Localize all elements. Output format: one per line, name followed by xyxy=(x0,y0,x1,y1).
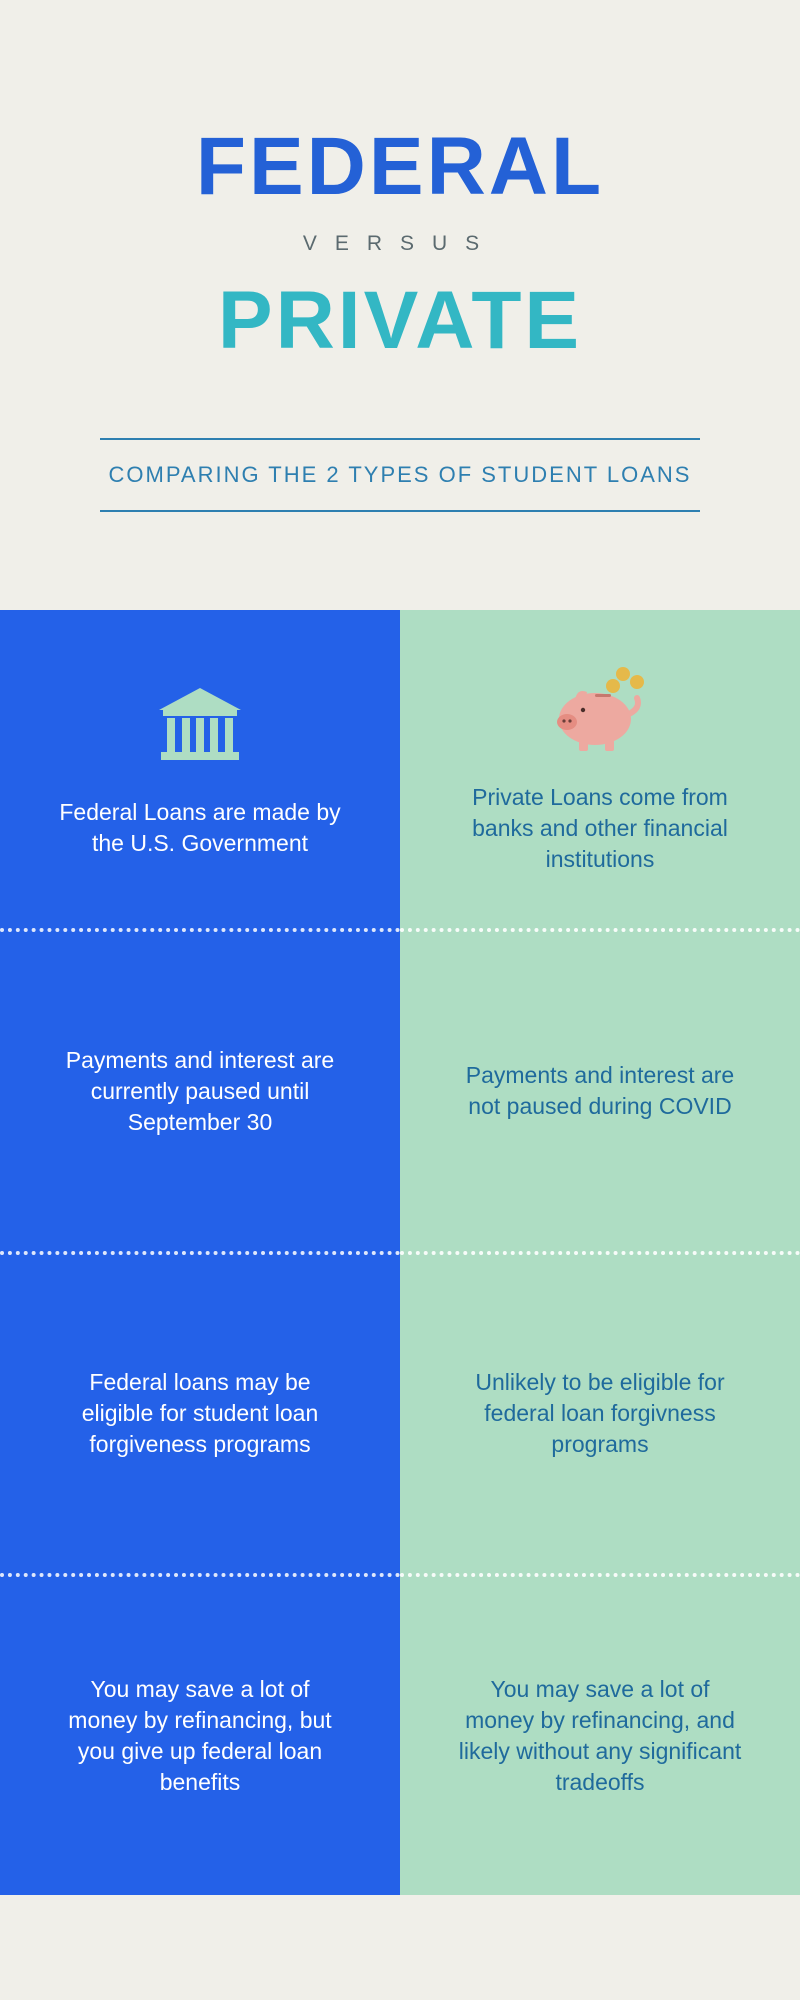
header: FEDERAL VERSUS PRIVATE COMPARING THE 2 T… xyxy=(0,0,800,562)
private-cell-1: Private Loans come from banks and other … xyxy=(400,610,800,932)
private-text-3: Unlikely to be eligible for federal loan… xyxy=(455,1367,745,1460)
comparison-grid: Federal Loans are made by the U.S. Gover… xyxy=(0,610,800,1895)
title-private: PRIVATE xyxy=(60,274,740,368)
subtitle: COMPARING THE 2 TYPES OF STUDENT LOANS xyxy=(100,440,700,510)
federal-cell-2: Payments and interest are currently paus… xyxy=(0,932,400,1254)
private-cell-4: You may save a lot of money by refinanci… xyxy=(400,1577,800,1895)
rule-bottom xyxy=(100,510,700,512)
piggy-bank-icon xyxy=(545,664,655,754)
federal-text-3: Federal loans may be eligible for studen… xyxy=(55,1367,345,1460)
private-text-2: Payments and interest are not paused dur… xyxy=(455,1060,745,1122)
title-versus: VERSUS xyxy=(60,232,740,256)
federal-text-1: Federal Loans are made by the U.S. Gover… xyxy=(55,797,345,859)
subtitle-block: COMPARING THE 2 TYPES OF STUDENT LOANS xyxy=(60,438,740,512)
government-building-icon xyxy=(155,679,245,769)
federal-cell-4: You may save a lot of money by refinanci… xyxy=(0,1577,400,1895)
federal-text-4: You may save a lot of money by refinanci… xyxy=(55,1674,345,1798)
private-cell-2: Payments and interest are not paused dur… xyxy=(400,932,800,1254)
title-federal: FEDERAL xyxy=(60,120,740,214)
column-private: Private Loans come from banks and other … xyxy=(400,610,800,1895)
federal-cell-1: Federal Loans are made by the U.S. Gover… xyxy=(0,610,400,932)
private-text-1: Private Loans come from banks and other … xyxy=(455,782,745,875)
column-federal: Federal Loans are made by the U.S. Gover… xyxy=(0,610,400,1895)
federal-cell-3: Federal loans may be eligible for studen… xyxy=(0,1255,400,1577)
private-cell-3: Unlikely to be eligible for federal loan… xyxy=(400,1255,800,1577)
federal-text-2: Payments and interest are currently paus… xyxy=(55,1045,345,1138)
private-text-4: You may save a lot of money by refinanci… xyxy=(455,1674,745,1798)
